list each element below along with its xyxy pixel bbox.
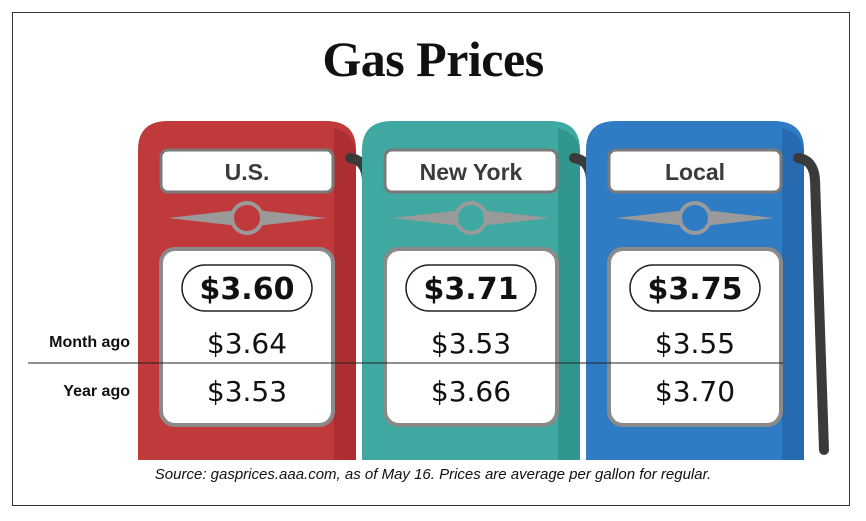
emblem-icon-us [230,201,264,235]
emblem-icon-local [678,201,712,235]
price-panel-new-york [383,247,559,427]
current-price-new-york: $3.71 [424,272,519,307]
price-panel-us [159,247,335,427]
row-label-month-ago: Month ago [49,334,130,351]
month-ago-price-local: $3.55 [655,327,735,360]
current-price-pill-us [181,264,313,312]
current-price-pill-new-york [405,264,537,312]
pump-shade-us [334,128,356,460]
pump-shade-local [782,128,804,460]
price-panel-local [607,247,783,427]
pump-label-local: Local [665,159,725,185]
current-price-pill-local [629,264,761,312]
pump-shade-new-york [558,128,580,460]
name-plate-new-york [383,148,559,194]
name-plate-local [607,148,783,194]
year-ago-price-local: $3.70 [655,375,735,408]
current-price-us: $3.60 [200,272,295,307]
pumps-group: U.S. $3.60 $3.64 $3.53 New York $3.71 $3.53 $3.… [138,121,829,460]
month-ago-price-new-york: $3.53 [431,327,511,360]
chart-title: Gas Prices [322,31,544,87]
year-ago-price-new-york: $3.66 [431,375,511,408]
current-price-local: $3.75 [648,272,743,307]
pump-label-new-york: New York [420,159,523,185]
pump-label-us: U.S. [225,159,270,185]
source-note: Source: gasprices.aaa.com, as of May 16.… [154,466,712,483]
row-label-year-ago: Year ago [63,383,130,400]
name-plate-us [159,148,335,194]
year-ago-price-us: $3.53 [207,375,287,408]
pump-hose-local [793,153,829,455]
month-ago-price-us: $3.64 [207,327,287,360]
emblem-icon-new-york [454,201,488,235]
